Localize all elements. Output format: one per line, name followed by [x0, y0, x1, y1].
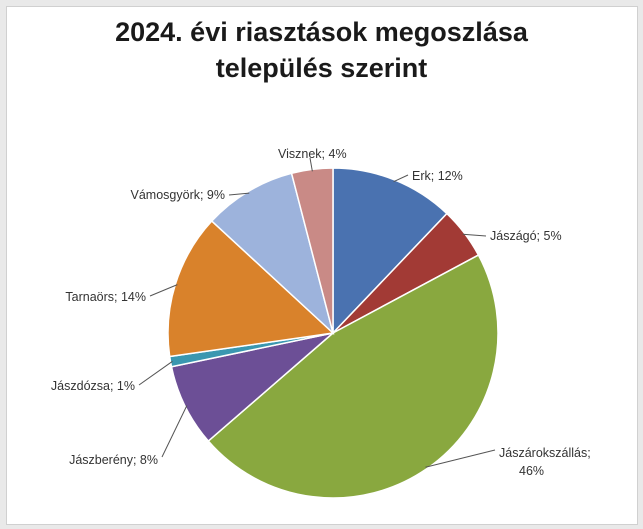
chart-title-line-2: település szerint — [215, 53, 428, 83]
leader-line-5 — [149, 284, 178, 297]
pie-slice-2 — [207, 254, 499, 499]
pie-slice-6 — [210, 172, 335, 336]
leader-line-1 — [462, 233, 487, 237]
slice-label-1: Jászágó; 5% — [490, 229, 562, 243]
leader-line-7 — [309, 157, 313, 172]
leader-line-3 — [161, 405, 188, 458]
pie-slice-5 — [167, 219, 335, 358]
slice-label-2: Jászárokszállás; — [499, 446, 591, 460]
leader-lines — [138, 157, 496, 468]
slice-label-7: Visznek; 4% — [278, 147, 347, 161]
pie-slice-0 — [332, 167, 448, 335]
slice-label-3: Jászberény; 8% — [69, 453, 158, 467]
leader-line-6 — [228, 192, 250, 196]
slice-label-2-line-2: 46% — [519, 464, 544, 478]
pie-slices — [167, 167, 499, 499]
slice-label-5: Tarnaörs; 14% — [65, 290, 146, 304]
leader-line-4 — [138, 360, 173, 386]
chart-title: 2024. évi riasztások megoszlása települé… — [0, 14, 643, 86]
slice-labels: Erk; 12% Jászágó; 5% Jászárokszállás; 46% Já… — [51, 147, 591, 478]
chart-title-line-1: 2024. évi riasztások megoszlása — [115, 17, 528, 47]
slice-label-6: Vámosgyörk; 9% — [131, 188, 225, 202]
leader-line-0 — [393, 174, 409, 183]
leader-line-2 — [425, 449, 496, 468]
slice-label-4: Jászdózsa; 1% — [51, 379, 135, 393]
slice-label-0: Erk; 12% — [412, 169, 463, 183]
